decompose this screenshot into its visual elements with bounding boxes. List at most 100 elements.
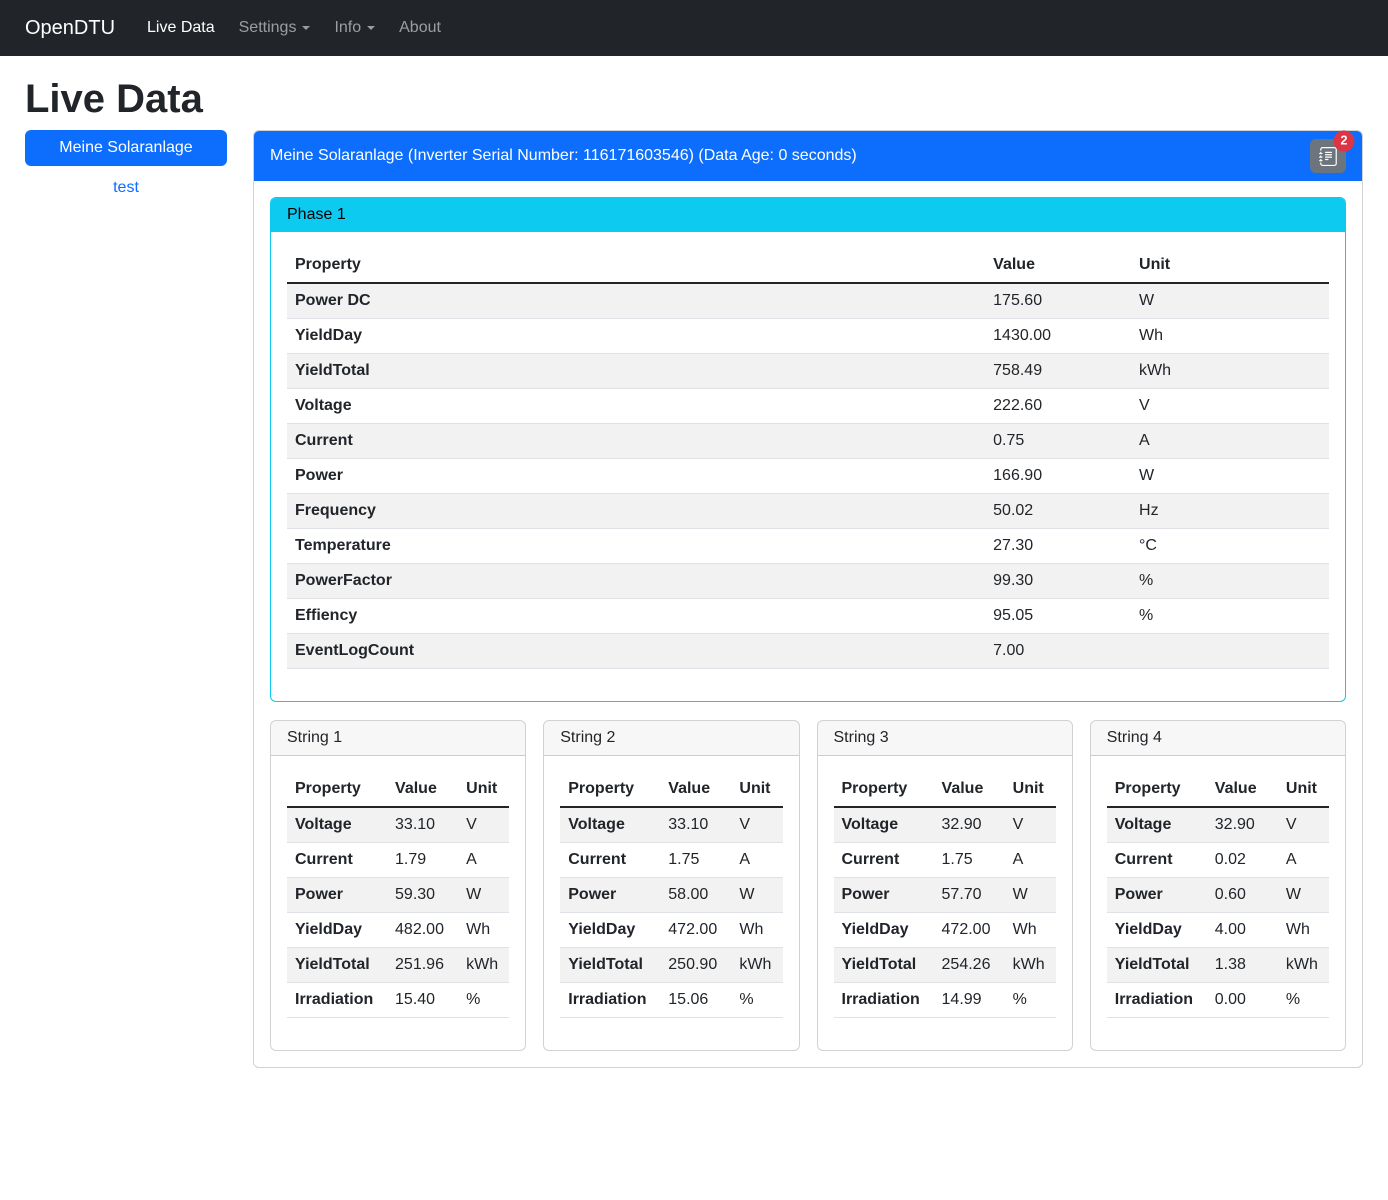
strings-row: String 1 Property Value Unit [270, 720, 1346, 1051]
value-cell: 254.26 [941, 956, 991, 973]
unit-cell: kWh [466, 956, 499, 973]
table-row: Power 166.90 W [287, 459, 1329, 494]
property-cell: Power DC [295, 292, 371, 309]
value-cell: 1430.00 [993, 327, 1051, 344]
column-header-unit: Unit [1285, 780, 1317, 797]
table-row: Voltage 222.60 V [287, 389, 1329, 424]
property-cell: YieldTotal [841, 956, 917, 973]
property-cell: Power [841, 886, 890, 903]
table-row: Irradiation 15.06% [560, 983, 783, 1018]
value-cell: 50.02 [993, 502, 1034, 519]
unit-cell: W [1139, 292, 1155, 309]
string-4-table: Property Value Unit Voltage 32.90 V Current… [1106, 772, 1329, 1018]
value-cell: 59.30 [395, 886, 436, 903]
value-cell: 175.60 [993, 292, 1043, 309]
value-cell: 7.00 [993, 642, 1025, 659]
brand-logo[interactable]: OpenDTU [25, 16, 116, 39]
value-cell: 99.30 [993, 572, 1034, 589]
eventlog-button[interactable]: 2 [1310, 130, 1355, 173]
table-row: Effiency 95.05% [287, 599, 1329, 634]
value-cell: 1.75 [941, 851, 973, 868]
value-cell: 32.90 [941, 816, 982, 833]
property-cell: YieldTotal [295, 956, 370, 973]
column-header-unit: Unit [1139, 256, 1171, 273]
property-cell: Current [295, 851, 353, 868]
string-card-title: String 3 [817, 721, 1072, 756]
unit-cell: kWh [1012, 956, 1045, 973]
unit-cell: V [1285, 816, 1297, 833]
phase-card-title: Phase 1 [271, 198, 1345, 232]
value-cell: 251.96 [395, 956, 444, 973]
value-cell: 222.60 [993, 397, 1043, 414]
property-cell: Power [1114, 886, 1163, 903]
string-card-4: String 4 Property Value Unit [1089, 720, 1346, 1051]
table-row: YieldTotal 254.26 kWh [833, 947, 1056, 983]
phase-card: Phase 1 Property Value Unit Power DC 175.… [270, 197, 1346, 702]
unit-cell: kWh [739, 956, 772, 973]
unit-cell: °C [1139, 537, 1157, 554]
page-content: Live Data Meine Solaranlage test Meine S… [0, 56, 1388, 1068]
property-cell: Voltage [841, 816, 899, 833]
value-cell: 1.79 [395, 851, 427, 868]
table-row: Power 57.70 W [833, 877, 1056, 913]
property-cell: YieldTotal [568, 956, 643, 973]
unit-cell: A [1285, 851, 1297, 868]
table-row: Frequency 50.02 Hz [287, 493, 1329, 529]
value-cell: 0.75 [993, 432, 1025, 449]
property-cell: Power [295, 467, 344, 484]
value-cell: 0.00 [1214, 991, 1246, 1008]
unit-cell: Wh [1012, 921, 1037, 938]
value-cell: 27.30 [993, 537, 1034, 554]
unit-cell: W [1139, 467, 1155, 484]
unit-cell: Hz [1139, 502, 1159, 519]
string-card-title: String 1 [271, 721, 526, 756]
unit-cell: % [466, 991, 481, 1008]
value-cell: 14.99 [941, 991, 982, 1008]
caret-down-icon [302, 26, 311, 30]
unit-cell: % [1139, 572, 1154, 589]
inverter-button-meine-solaranlage[interactable]: Meine Solaranlage [25, 130, 227, 166]
property-cell: Irradiation [568, 991, 647, 1008]
inverter-panel: Meine Solaranlage (Inverter Serial Numbe… [253, 130, 1363, 1068]
table-row: Voltage 33.10 V [560, 807, 783, 843]
value-cell: 4.00 [1214, 921, 1246, 938]
column-header-property: Property [295, 780, 361, 797]
property-cell: Power [295, 886, 344, 903]
string-2-table: Property Value Unit Voltage 33.10 V Current… [560, 772, 783, 1018]
string-card-title: String 4 [1090, 721, 1345, 756]
value-cell: 95.05 [993, 607, 1034, 624]
nav-item-label: Live Data [147, 19, 215, 36]
page-title: Live Data [25, 77, 203, 121]
string-card-2: String 2 Property Value Unit [543, 720, 800, 1051]
inverter-link-test[interactable]: test [113, 179, 139, 196]
property-cell: YieldDay [295, 921, 362, 938]
table-row: Temperature 27.30 °C [287, 529, 1329, 564]
table-row: YieldTotal 250.90 kWh [560, 947, 783, 983]
column-header-value: Value [1214, 780, 1257, 797]
value-cell: 1.38 [1214, 956, 1246, 973]
property-cell: Power [568, 886, 617, 903]
unit-cell: A [739, 851, 751, 868]
nav-item-about[interactable]: About [391, 11, 449, 45]
table-row: YieldDay 482.00 Wh [287, 913, 510, 948]
inverter-panel-title: Meine Solaranlage (Inverter Serial Numbe… [270, 147, 857, 164]
table-row: Voltage 33.10 V [287, 807, 510, 843]
table-header-row: Property Value Unit [287, 772, 509, 807]
nav-item-settings[interactable]: Settings [231, 11, 319, 45]
table-header-row: Property Value Unit [1107, 772, 1329, 807]
value-cell: 1.75 [668, 851, 700, 868]
nav-item-info[interactable]: Info [326, 11, 383, 45]
unit-cell: % [1285, 991, 1301, 1008]
value-cell: 0.60 [1214, 886, 1246, 903]
property-cell: Frequency [295, 502, 376, 519]
property-cell: Current [568, 851, 627, 868]
nav-links: Live Data Settings Info About [139, 11, 457, 45]
value-cell: 15.06 [668, 991, 709, 1008]
nav-item-live-data[interactable]: Live Data [139, 11, 223, 45]
inverter-sidebar: Meine Solaranlage test [25, 130, 227, 197]
property-cell: PowerFactor [295, 572, 392, 589]
table-row: Current 1.79 A [287, 843, 510, 878]
value-cell: 58.00 [668, 886, 709, 903]
property-cell: Irradiation [1114, 991, 1193, 1008]
unit-cell: kWh [1285, 956, 1318, 973]
